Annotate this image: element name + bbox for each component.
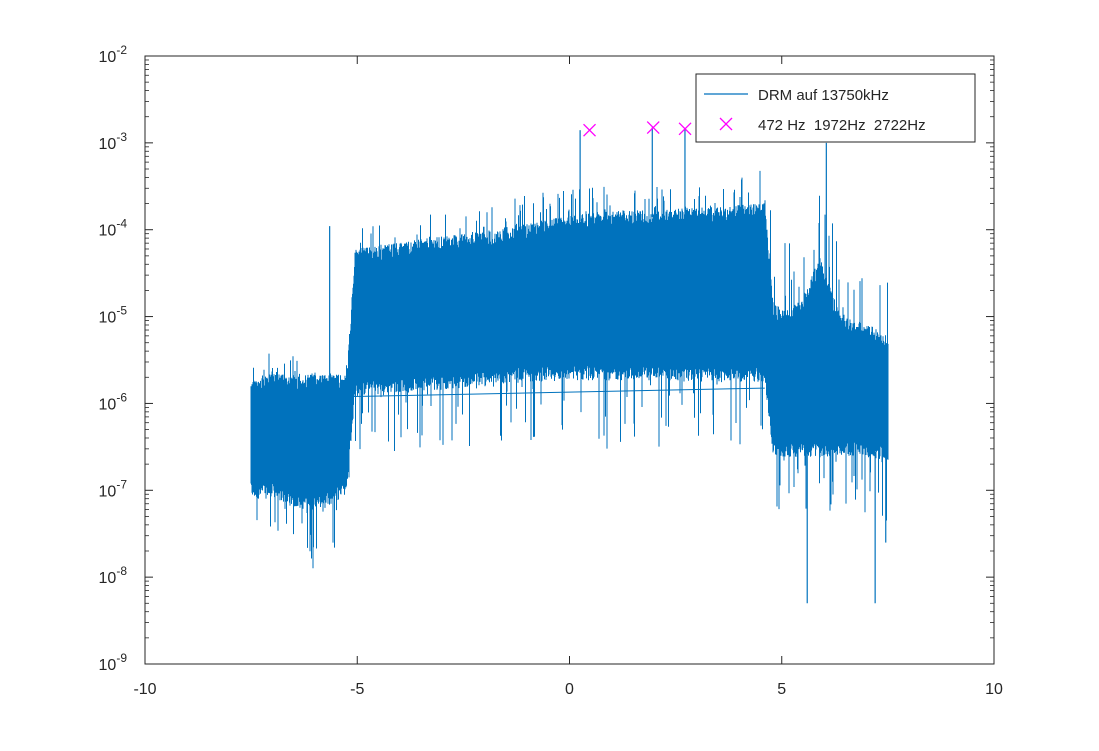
y-tick-label: 10-8 [99, 564, 128, 587]
y-tick-label: 10-3 [99, 130, 128, 153]
y-tick-label: 10-9 [99, 651, 128, 674]
x-tick-label: -5 [350, 681, 364, 698]
peak-marker [646, 121, 660, 135]
legend: DRM auf 13750kHz 472 Hz 1972Hz 2722Hz [695, 73, 976, 143]
x-tick-label: -10 [133, 681, 156, 698]
axes: -10 -5 0 5 10 10-9 10-8 10-7 10-6 10-5 10-4 10-3 10-… [99, 43, 1003, 698]
spectrum-baseline [352, 387, 765, 398]
y-tick-label: 10-6 [99, 390, 128, 413]
y-tick-label: 10-4 [99, 217, 128, 240]
spectrum-series-line [250, 170, 889, 569]
peak-marker [678, 122, 692, 136]
x-tick-label: 0 [565, 681, 574, 698]
legend-box [695, 73, 976, 143]
peak-marker [583, 123, 596, 137]
y-tick-label: 10-5 [99, 304, 128, 327]
plot-area [250, 121, 889, 604]
legend-marker-swatch [719, 117, 733, 131]
legend-label-spectrum: DRM auf 13750kHz [758, 87, 889, 104]
x-tick-label: 5 [777, 681, 786, 698]
y-tick-label: 10-7 [99, 477, 128, 500]
x-tick-label: 10 [985, 681, 1003, 698]
y-tick-label: 10-2 [99, 43, 128, 66]
legend-label-markers: 472 Hz 1972Hz 2722Hz [758, 117, 926, 134]
